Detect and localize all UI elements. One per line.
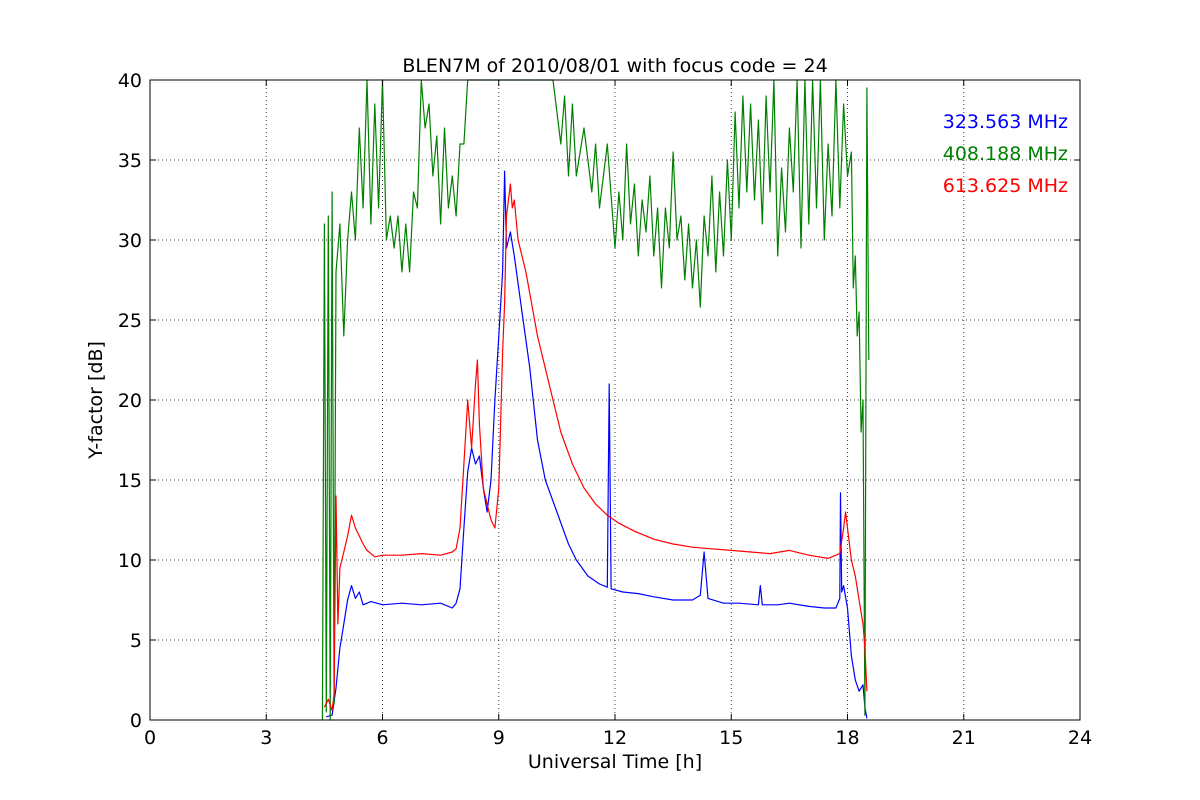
y-axis-label: Y-factor [dB] <box>85 341 107 460</box>
chart-title: BLEN7M of 2010/08/01 with focus code = 2… <box>402 55 827 77</box>
y-tick-label: 20 <box>118 390 142 412</box>
x-tick-label: 9 <box>493 727 505 749</box>
axis-ticks: 0 3 6 9 12 15 18 21 24 0 5 10 15 20 25 30 35 40 <box>118 70 1092 749</box>
y-tick-label: 40 <box>118 70 142 92</box>
data-series <box>321 79 870 721</box>
y-tick-label: 25 <box>118 310 142 332</box>
y-tick-label: 15 <box>118 470 142 492</box>
legend-entry-1: 323.563 MHz <box>943 111 1068 133</box>
x-axis-label: Universal Time [h] <box>528 751 702 773</box>
x-tick-label: 0 <box>144 727 156 749</box>
x-tick-label: 12 <box>603 727 627 749</box>
x-tick-label: 24 <box>1068 727 1092 749</box>
y-tick-label: 30 <box>118 230 142 252</box>
y-tick-label: 5 <box>130 630 142 652</box>
legend-entry-3: 613.625 MHz <box>943 175 1068 197</box>
grid-lines <box>150 80 1080 720</box>
series-line-2 <box>321 79 870 721</box>
x-tick-label: 15 <box>719 727 743 749</box>
legend-entry-2: 408.188 MHz <box>943 143 1068 165</box>
x-tick-label: 3 <box>260 727 272 749</box>
x-tick-label: 21 <box>952 727 976 749</box>
y-tick-label: 35 <box>118 150 142 172</box>
x-tick-label: 18 <box>835 727 859 749</box>
legend: 323.563 MHz 408.188 MHz 613.625 MHz <box>943 111 1068 197</box>
series-line-3 <box>323 183 868 711</box>
y-tick-label: 10 <box>118 550 142 572</box>
series-line-1 <box>326 170 868 719</box>
y-tick-label: 0 <box>130 710 142 732</box>
x-tick-label: 6 <box>376 727 388 749</box>
